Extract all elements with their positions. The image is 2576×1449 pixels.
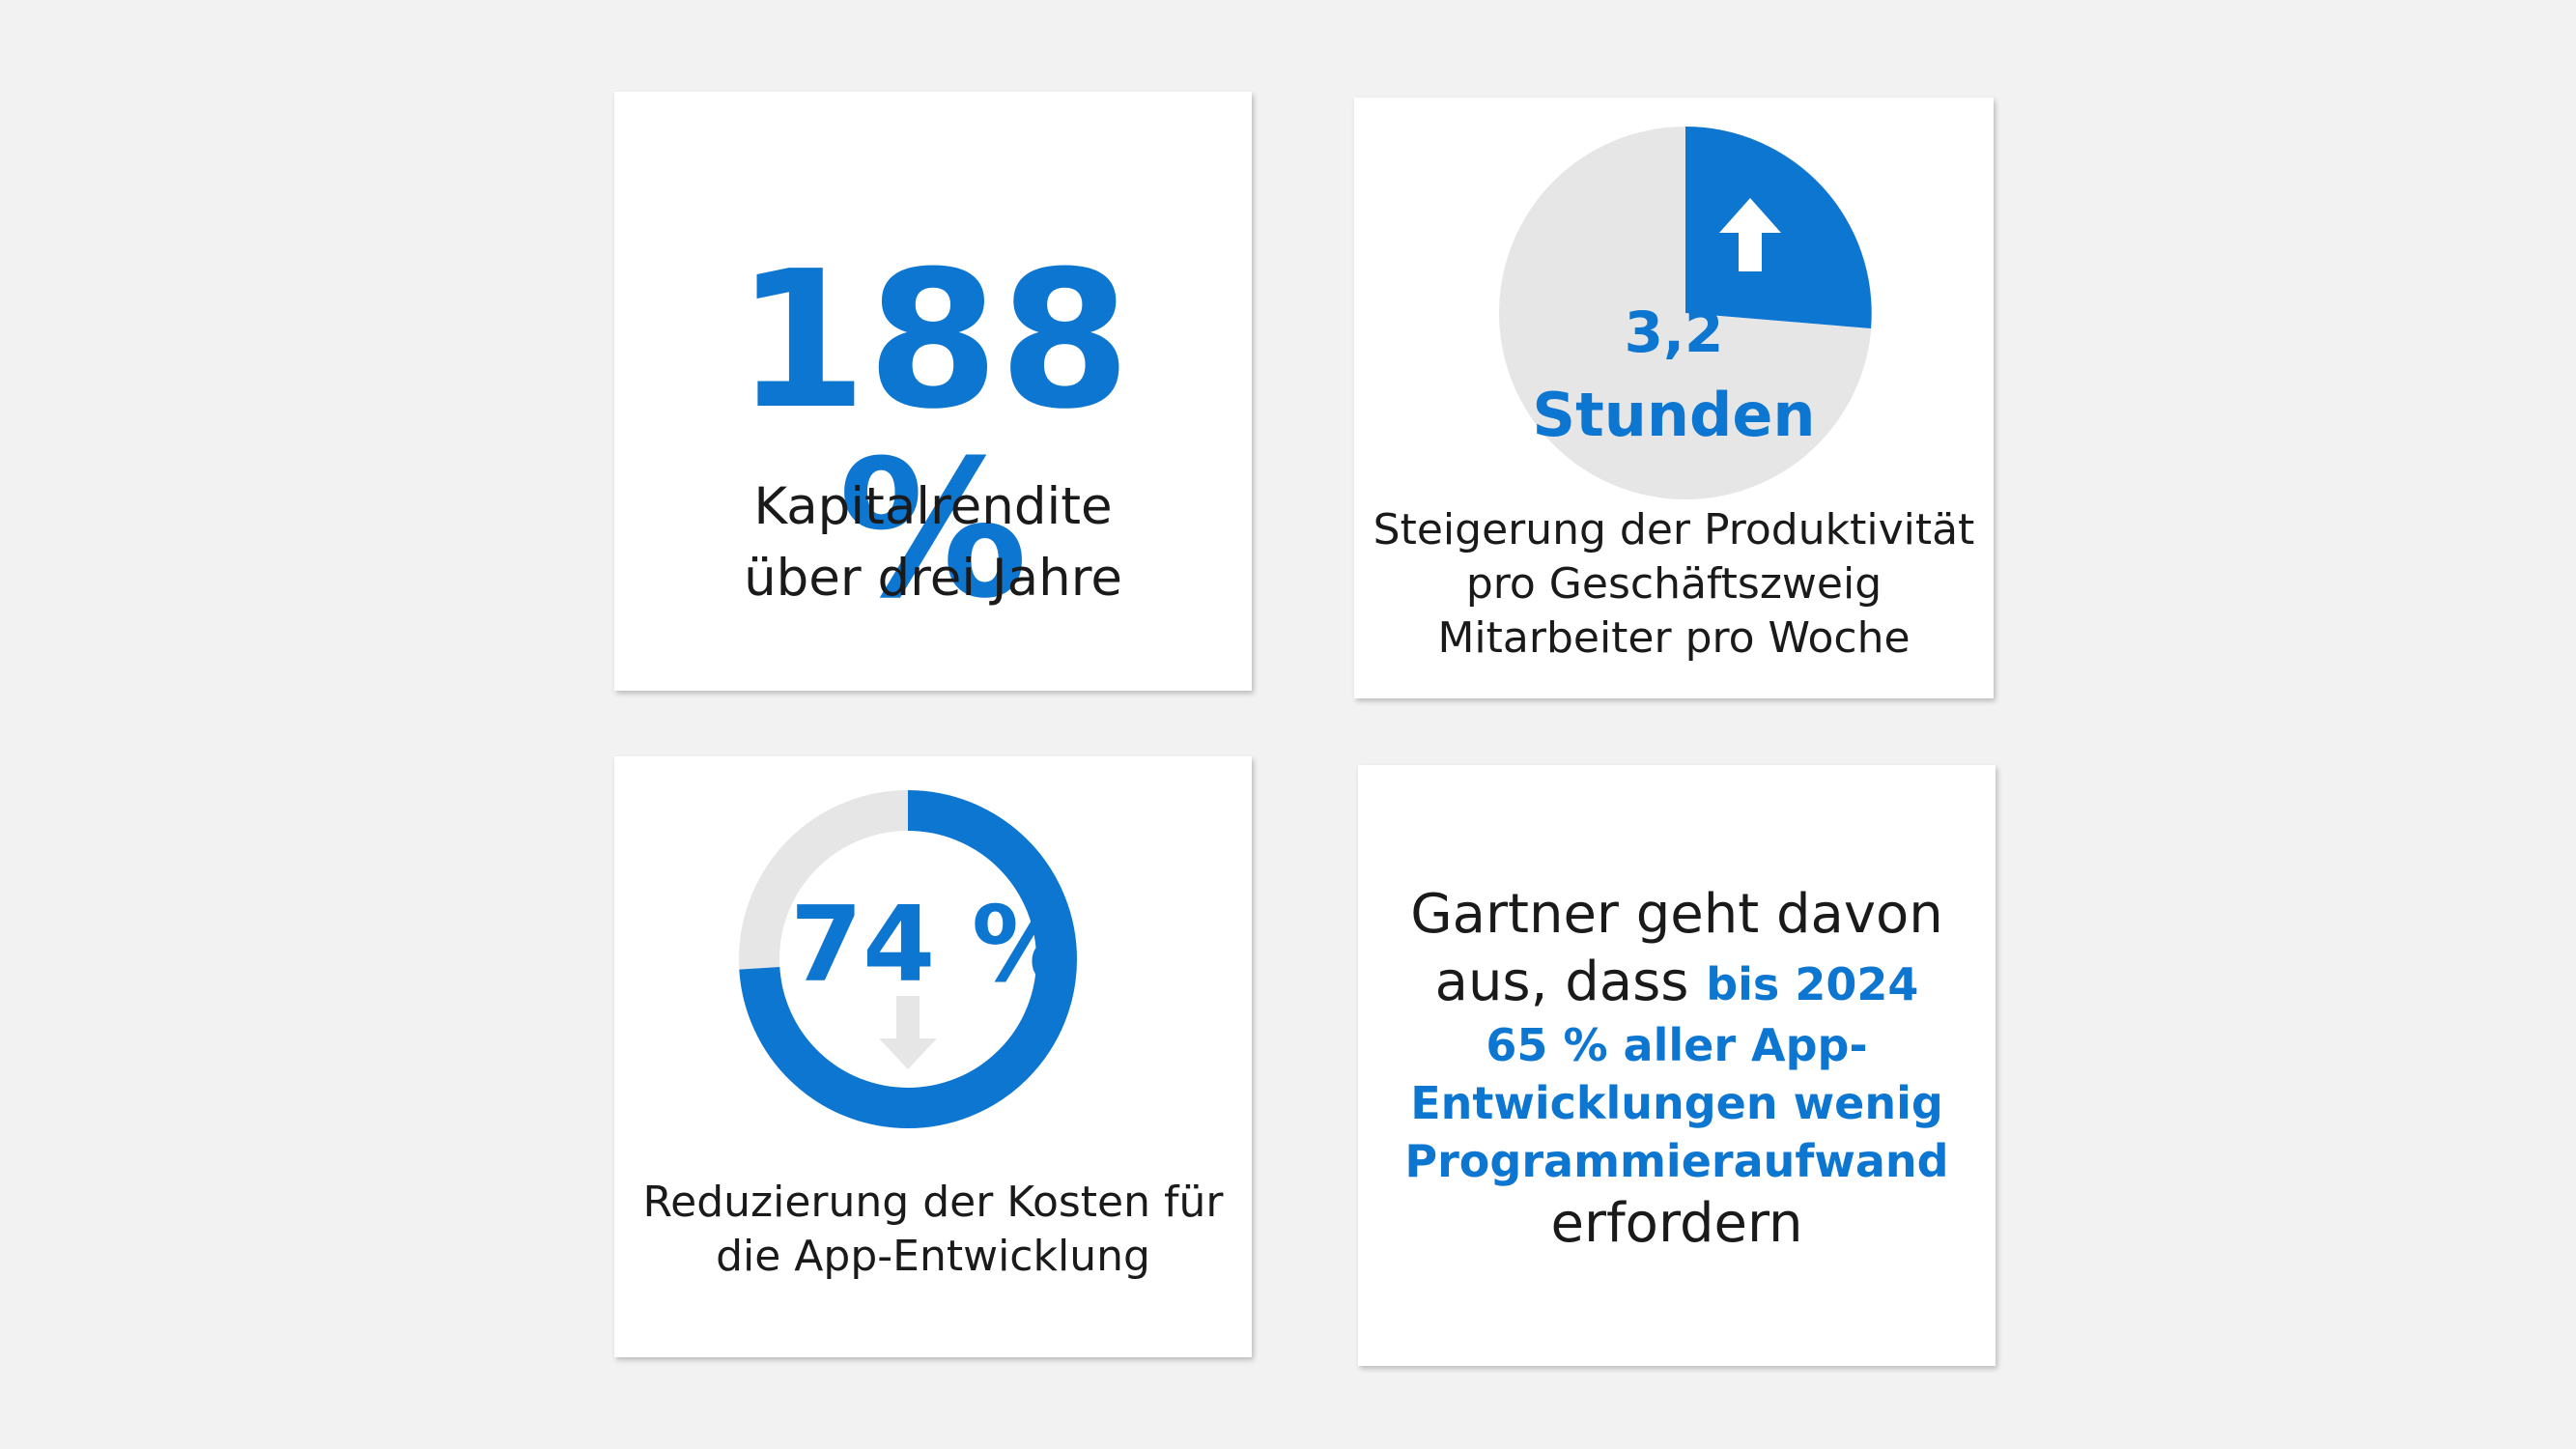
arrow-down-icon [879,996,937,1069]
productivity-label-line2: pro Geschäftszweig [1465,559,1882,609]
cost-label: Reduzierung der Kosten für die App-Entwi… [614,1176,1252,1284]
ring-progress [739,790,1077,1128]
gartner-line2: aus, dass bis 2024 [1358,949,1996,1016]
cost-label-line2: die App-Entwicklung [716,1232,1150,1281]
gartner-line6: erfordern [1550,1192,1803,1255]
productivity-label: Steigerung der Produktivität pro Geschäf… [1354,503,1994,666]
roi-label: Kapitalrendite über drei Jahre [614,471,1252,614]
gartner-line5: Programmieraufwand [1404,1135,1949,1187]
cost-card: 74 % Reduzierung der Kosten für die App-… [614,756,1252,1357]
gartner-line1: Gartner geht davon [1410,883,1943,946]
gartner-line2-plain: aus, dass [1434,951,1707,1013]
productivity-pie-chart [1499,127,1872,499]
productivity-unit: Stunden [1532,380,1816,450]
roi-value: 188 % [735,231,1131,640]
roi-label-line1: Kapitalrendite [753,477,1113,536]
gartner-line3: 65 % aller App- [1486,1019,1868,1071]
gartner-card: Gartner geht davon aus, dass bis 2024 65… [1358,765,1996,1366]
productivity-label-line3: Mitarbeiter pro Woche [1437,613,1911,663]
cost-label-line1: Reduzierung der Kosten für [642,1178,1224,1227]
cost-value: 74 % [789,885,1077,1006]
arrow-up-icon [1719,198,1781,271]
gartner-line2-highlight: bis 2024 [1706,958,1919,1010]
productivity-label-line1: Steigerung der Produktivität [1373,505,1975,554]
pie-highlight-slice [1685,127,1872,328]
gartner-line4: Entwicklungen wenig [1410,1077,1943,1129]
gartner-statement: Gartner geht davon aus, dass bis 2024 65… [1358,881,1996,1258]
cost-ring-chart [739,790,1077,1128]
roi-label-line2: über drei Jahre [744,549,1122,608]
productivity-value: 3,2 [1624,299,1724,365]
roi-card: 188 % Kapitalrendite über drei Jahre [614,92,1252,691]
productivity-card: 3,2 Stunden Steigerung der Produktivität… [1354,98,1994,698]
